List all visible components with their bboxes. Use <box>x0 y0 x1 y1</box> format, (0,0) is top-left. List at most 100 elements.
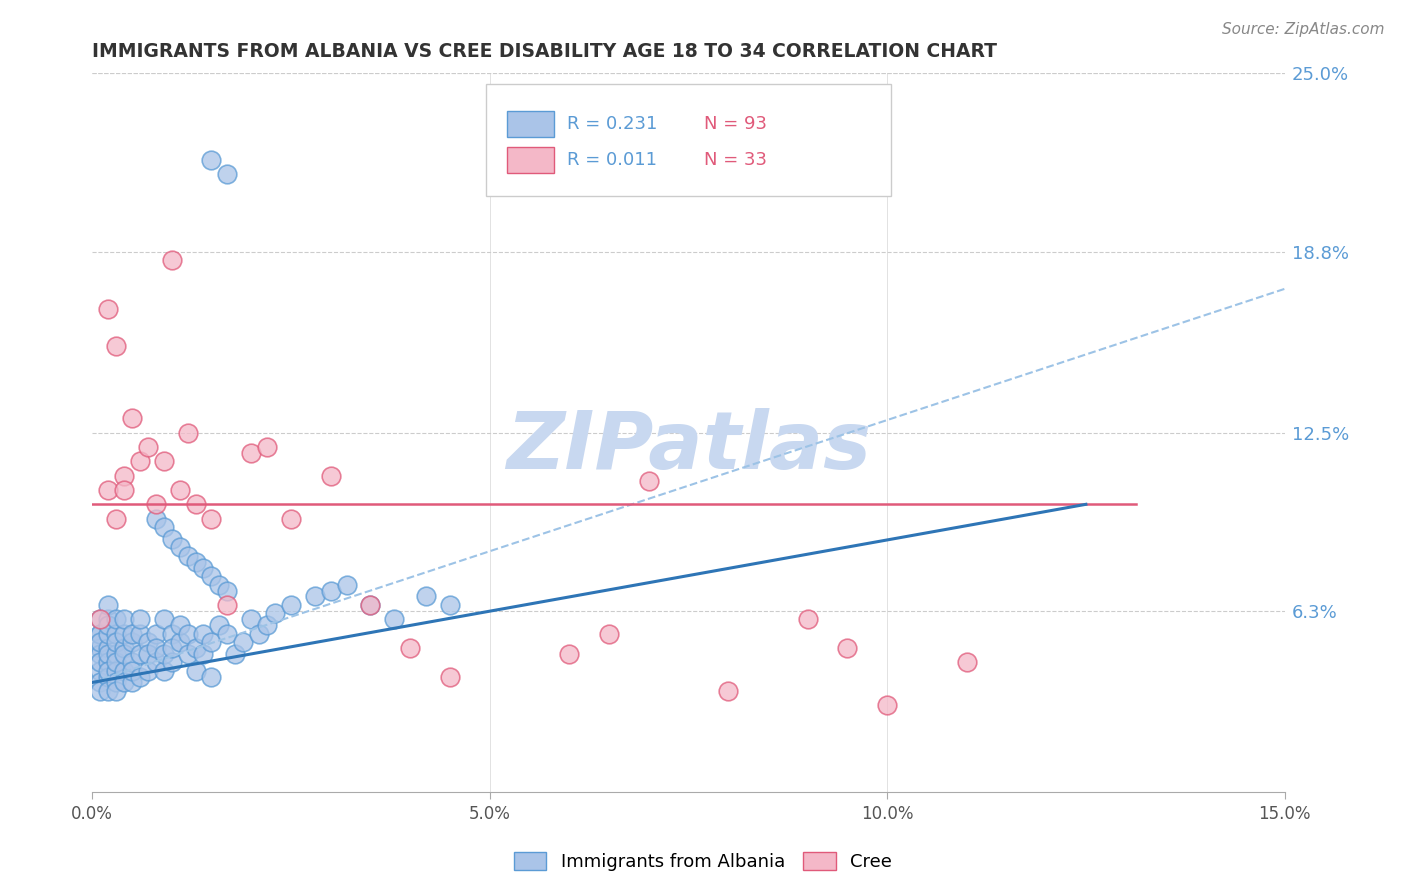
Point <box>105 664 128 678</box>
Point <box>136 664 159 678</box>
Point <box>105 656 128 670</box>
Point <box>160 640 183 655</box>
Point <box>224 647 246 661</box>
Point <box>97 626 120 640</box>
Point <box>89 675 111 690</box>
Point <box>97 664 120 678</box>
Point <box>217 598 239 612</box>
FancyBboxPatch shape <box>508 111 554 137</box>
Point <box>200 635 222 649</box>
Point <box>112 483 135 497</box>
Point <box>208 578 231 592</box>
Point <box>256 618 278 632</box>
Point <box>176 626 198 640</box>
Point <box>112 640 135 655</box>
Point <box>717 684 740 698</box>
Point <box>128 670 150 684</box>
Text: R = 0.011: R = 0.011 <box>567 152 657 169</box>
Point <box>240 612 263 626</box>
Point <box>176 647 198 661</box>
Point <box>128 647 150 661</box>
Point <box>193 647 215 661</box>
Point <box>217 167 239 181</box>
Point <box>105 675 128 690</box>
Point <box>876 698 898 713</box>
Point <box>558 647 581 661</box>
Point <box>121 664 143 678</box>
Point <box>145 640 167 655</box>
Point <box>193 626 215 640</box>
Point <box>169 618 191 632</box>
Point <box>97 684 120 698</box>
Point <box>319 583 342 598</box>
Point <box>97 640 120 655</box>
Point <box>184 640 207 655</box>
Point <box>264 607 287 621</box>
Point <box>200 670 222 684</box>
Point <box>112 647 135 661</box>
Point <box>256 440 278 454</box>
Point <box>136 635 159 649</box>
Point <box>97 656 120 670</box>
Point <box>89 635 111 649</box>
Text: N = 33: N = 33 <box>704 152 766 169</box>
Point <box>247 626 270 640</box>
Point <box>184 555 207 569</box>
Point <box>335 578 357 592</box>
Point <box>160 532 183 546</box>
Point <box>97 647 120 661</box>
Point <box>382 612 405 626</box>
Point <box>152 664 174 678</box>
Point <box>200 153 222 167</box>
Point <box>97 598 120 612</box>
Point <box>193 560 215 574</box>
Point <box>105 511 128 525</box>
Point <box>97 301 120 316</box>
Point <box>89 640 111 655</box>
Point <box>89 626 111 640</box>
Point <box>145 626 167 640</box>
Point <box>240 445 263 459</box>
Point <box>97 612 120 626</box>
Point <box>105 684 128 698</box>
Point <box>105 626 128 640</box>
Point <box>232 635 254 649</box>
Point <box>121 411 143 425</box>
Point <box>121 635 143 649</box>
Point <box>160 656 183 670</box>
Point <box>208 618 231 632</box>
Point <box>105 635 128 649</box>
Point <box>112 664 135 678</box>
Point <box>184 664 207 678</box>
Point <box>152 454 174 468</box>
FancyBboxPatch shape <box>508 146 554 173</box>
Point <box>105 612 128 626</box>
Point <box>184 497 207 511</box>
Point <box>97 618 120 632</box>
Point <box>319 468 342 483</box>
Point <box>796 612 818 626</box>
Point <box>145 656 167 670</box>
Point <box>837 640 859 655</box>
Point <box>152 647 174 661</box>
Point <box>136 647 159 661</box>
Point <box>169 541 191 555</box>
Point <box>169 635 191 649</box>
Text: Source: ZipAtlas.com: Source: ZipAtlas.com <box>1222 22 1385 37</box>
Point <box>89 612 111 626</box>
Point <box>105 339 128 353</box>
Point <box>415 589 437 603</box>
Point <box>439 670 461 684</box>
Point <box>598 626 620 640</box>
Point <box>637 475 659 489</box>
Text: ZIPatlas: ZIPatlas <box>506 408 870 486</box>
Point <box>176 425 198 440</box>
Point <box>160 253 183 268</box>
Point <box>112 675 135 690</box>
Point <box>89 626 111 640</box>
Point <box>136 440 159 454</box>
Point <box>169 483 191 497</box>
Legend: Immigrants from Albania, Cree: Immigrants from Albania, Cree <box>506 845 900 879</box>
Point <box>280 511 302 525</box>
Point <box>152 520 174 534</box>
